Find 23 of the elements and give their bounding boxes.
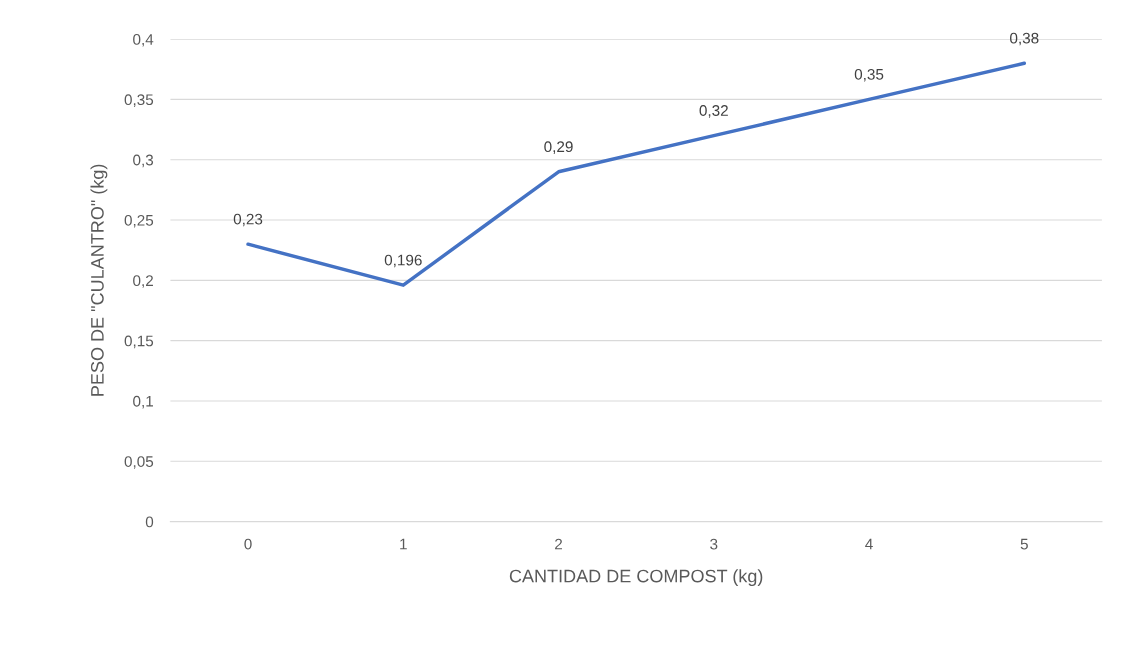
y-tick-label: 0,2: [133, 275, 153, 288]
y-tick-label: 0,4: [133, 33, 154, 47]
x-tick-label: 3: [710, 538, 718, 550]
data-label: 0,29: [544, 141, 573, 154]
x-tick-label: 1: [400, 538, 407, 550]
data-label: 0,35: [854, 68, 884, 82]
data-label: 0,23: [233, 213, 263, 227]
y-tick-label: 0,25: [124, 214, 154, 228]
x-tick-label: 4: [865, 538, 873, 550]
data-label: 0,38: [1010, 32, 1039, 46]
y-tick-label: 0,35: [124, 94, 154, 107]
y-tick-label: 0,1: [133, 395, 153, 409]
x-tick-label: 0: [244, 538, 252, 550]
y-tick-label: 0,3: [133, 154, 154, 168]
data-label: 0,196: [384, 254, 422, 268]
y-tick-label: 0,05: [124, 456, 154, 469]
y-tick-label: 0,15: [124, 335, 154, 349]
x-tick-label: 5: [1020, 538, 1028, 550]
y-tick-label: 0: [145, 516, 154, 528]
y-axis-title: PESO DE "CULANTRO" (kg): [90, 164, 108, 396]
x-tick-label: 2: [555, 538, 563, 550]
x-axis-title: CANTIDAD DE COMPOST (kg): [509, 569, 763, 587]
data-label: 0,32: [699, 105, 728, 118]
